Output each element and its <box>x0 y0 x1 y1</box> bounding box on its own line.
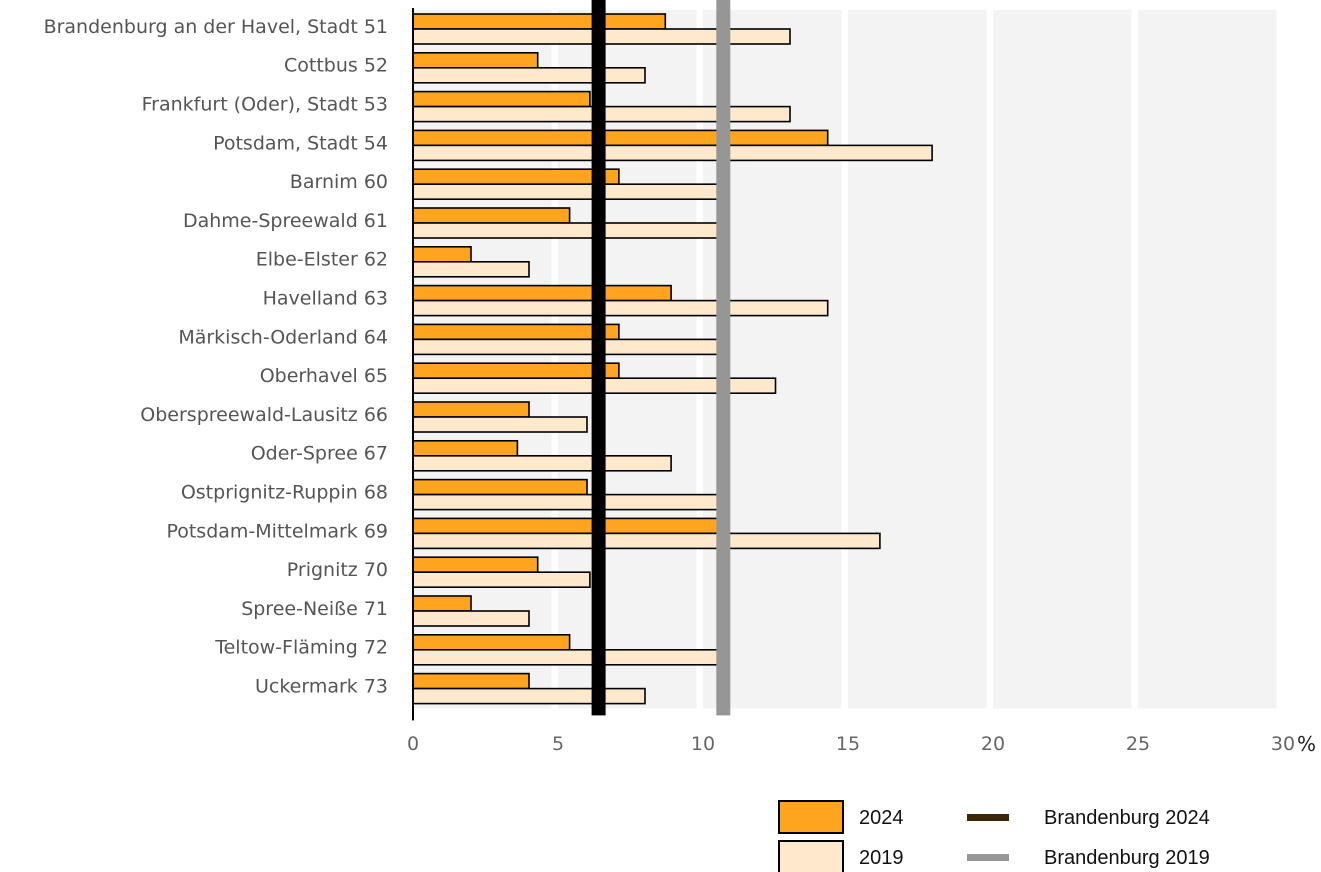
bar-2019-15 <box>412 571 591 589</box>
category-label: Uckermark 73 <box>255 676 388 698</box>
grid-bands <box>413 10 1284 709</box>
x-tick-label: 15 <box>836 733 860 755</box>
bar-2024-10 <box>412 362 620 380</box>
bar-2019-8 <box>412 299 829 317</box>
bar-2019-2 <box>412 67 646 84</box>
bar-2024-7 <box>412 246 472 263</box>
category-label: Prignitz 70 <box>287 559 388 581</box>
category-label: Potsdam, Stadt 54 <box>213 132 388 154</box>
bars-layer <box>412 13 933 705</box>
x-tick-label: 30 <box>1271 733 1295 755</box>
category-label: Teltow-Fläming 72 <box>214 637 388 659</box>
reference-line-1 <box>591 0 606 716</box>
legend-label: Brandenburg 2024 <box>1044 807 1210 829</box>
grid-band <box>1138 10 1283 709</box>
category-label: Oberspreewald-Lausitz 66 <box>140 404 388 426</box>
bar-2024-6 <box>412 207 571 224</box>
category-label: Dahme-Spreewald 61 <box>183 210 388 232</box>
bar-2024-14 <box>412 517 719 535</box>
category-label: Frankfurt (Oder), Stadt 53 <box>142 94 388 116</box>
bar-2024-5 <box>412 168 620 185</box>
grid-band <box>993 10 1138 709</box>
category-labels: Brandenburg an der Havel, Stadt 51 Cottbu… <box>44 16 388 698</box>
grid-band <box>848 10 993 709</box>
bar-2019-13 <box>412 493 730 511</box>
x-tick-labels: 0 5 10 15 20 25 30 <box>407 733 1295 755</box>
bar-2019-16 <box>412 610 530 627</box>
bar-2019-5 <box>412 183 719 200</box>
bar-2024-15 <box>412 556 539 574</box>
bar-2019-12 <box>412 454 672 472</box>
x-unit-label: % <box>1297 732 1316 756</box>
bar-2019-14 <box>412 532 881 550</box>
bar-2024-12 <box>412 439 519 457</box>
legend-label: 2024 <box>859 807 904 829</box>
category-label: Elbe-Elster 62 <box>256 249 388 271</box>
category-label: Havelland 63 <box>263 288 388 310</box>
bar-2024-18 <box>412 672 530 690</box>
bar-2024-9 <box>412 323 620 341</box>
category-label: Märkisch-Oderland 64 <box>178 326 388 348</box>
grid-band <box>413 10 558 709</box>
category-label: Spree-Neiße 71 <box>241 598 388 620</box>
legend: 2024 2019 Brandenburg 2024 Brandenburg 2019 <box>778 800 1210 872</box>
bar-2024-13 <box>412 478 588 496</box>
legend-line-swatch <box>967 814 1009 821</box>
category-label: Oder-Spree 67 <box>251 443 388 465</box>
legend-line-swatch <box>967 854 1009 861</box>
bar-2024-1 <box>412 13 667 30</box>
bar-2019-9 <box>412 338 719 356</box>
bar-2019-18 <box>412 687 646 705</box>
category-label: Brandenburg an der Havel, Stadt 51 <box>44 16 388 38</box>
reference-line-2 <box>716 0 731 716</box>
category-label: Potsdam-Mittelmark 69 <box>166 520 388 542</box>
bar-2024-4 <box>412 129 829 147</box>
bar-2024-17 <box>412 633 571 651</box>
grid-band <box>558 10 703 709</box>
bar-2019-6 <box>412 222 719 239</box>
bar-2024-2 <box>412 51 539 69</box>
category-label: Ostprignitz-Ruppin 68 <box>181 482 388 504</box>
reference-lines <box>591 0 731 716</box>
bar-2024-11 <box>412 401 530 418</box>
bar-2019-11 <box>412 416 588 433</box>
legend-swatch-2024 <box>778 800 844 834</box>
bar-2019-7 <box>412 260 530 278</box>
bar-2024-8 <box>412 284 672 302</box>
legend-label: 2019 <box>859 847 904 869</box>
x-tick-label: 5 <box>552 733 564 755</box>
x-tick-label: 25 <box>1126 733 1150 755</box>
category-label: Oberhavel 65 <box>260 365 388 387</box>
bar-2024-3 <box>412 90 591 108</box>
x-tick-label: 20 <box>981 733 1005 755</box>
bar-2019-17 <box>412 648 719 666</box>
x-tick-label: 0 <box>407 733 419 755</box>
legend-swatch-2019 <box>778 840 844 872</box>
bar-2019-4 <box>412 144 933 162</box>
category-label: Barnim 60 <box>290 171 388 193</box>
x-tick-label: 10 <box>691 733 715 755</box>
category-label: Cottbus 52 <box>284 55 388 77</box>
legend-label: Brandenburg 2019 <box>1044 847 1210 869</box>
bar-2024-16 <box>412 595 472 612</box>
